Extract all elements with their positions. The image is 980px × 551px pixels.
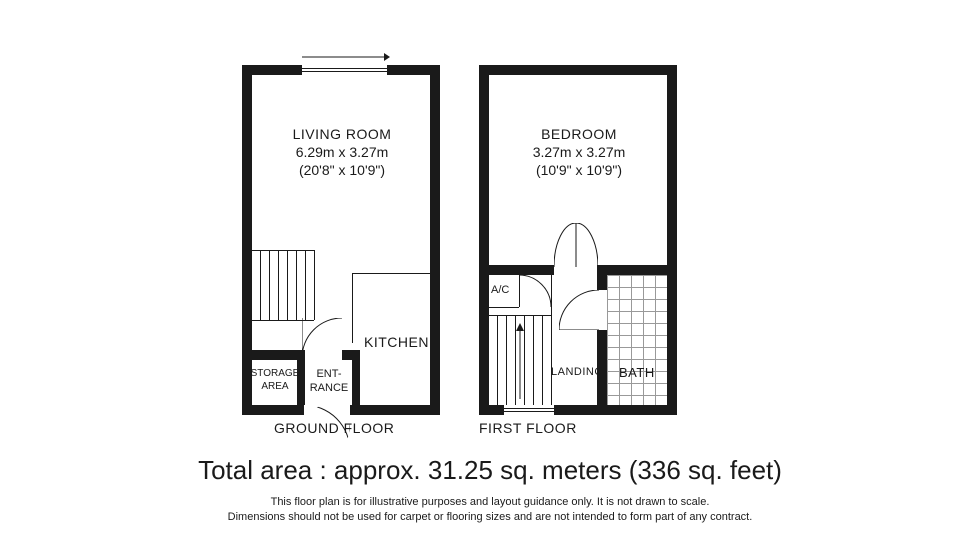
living-room-dim-m: 6.29m x 3.27m xyxy=(282,143,402,161)
bath-label: BATH xyxy=(619,365,655,382)
first-floor-label: FIRST FLOOR xyxy=(479,420,577,436)
storage-door-arc xyxy=(302,318,342,358)
ground-floor: LIVING ROOM 6.29m x 3.27m (20'8" x 10'9"… xyxy=(242,65,440,415)
ac-label: A/C xyxy=(491,283,509,297)
ground-floor-label: GROUND FLOOR xyxy=(274,420,394,436)
landing-label: LANDING xyxy=(551,365,603,379)
bedroom-dim-i: (10'9" x 10'9") xyxy=(519,161,639,179)
bedroom-name: BEDROOM xyxy=(519,125,639,143)
bedroom-label: BEDROOM 3.27m x 3.27m (10'9" x 10'9") xyxy=(519,125,639,180)
window-arrow-icon xyxy=(300,50,390,64)
living-room-name: LIVING ROOM xyxy=(282,125,402,143)
kitchen-label: KITCHEN xyxy=(364,333,429,351)
storage-label: STORAGE AREA xyxy=(250,367,300,393)
disclaimer-text: This floor plan is for illustrative purp… xyxy=(0,495,980,525)
bath-door-arc xyxy=(559,290,599,330)
disclaimer-line-2: Dimensions should not be used for carpet… xyxy=(0,510,980,525)
living-room-dim-i: (20'8" x 10'9") xyxy=(282,161,402,179)
stair-arrow-icon xyxy=(515,323,525,399)
bedroom-dim-m: 3.27m x 3.27m xyxy=(519,143,639,161)
total-area-text: Total area : approx. 31.25 sq. meters (3… xyxy=(0,455,980,486)
ac-door-arc xyxy=(519,275,551,307)
disclaimer-line-1: This floor plan is for illustrative purp… xyxy=(0,495,980,510)
first-floor: BEDROOM 3.27m x 3.27m (10'9" x 10'9") A/… xyxy=(479,65,677,415)
living-room-label: LIVING ROOM 6.29m x 3.27m (20'8" x 10'9"… xyxy=(282,125,402,180)
bath-tile-pattern xyxy=(607,275,667,405)
bedroom-door-arc xyxy=(554,223,598,267)
entrance-label: ENT- RANCE xyxy=(304,367,354,396)
floorplan-container: LIVING ROOM 6.29m x 3.27m (20'8" x 10'9"… xyxy=(0,0,980,551)
